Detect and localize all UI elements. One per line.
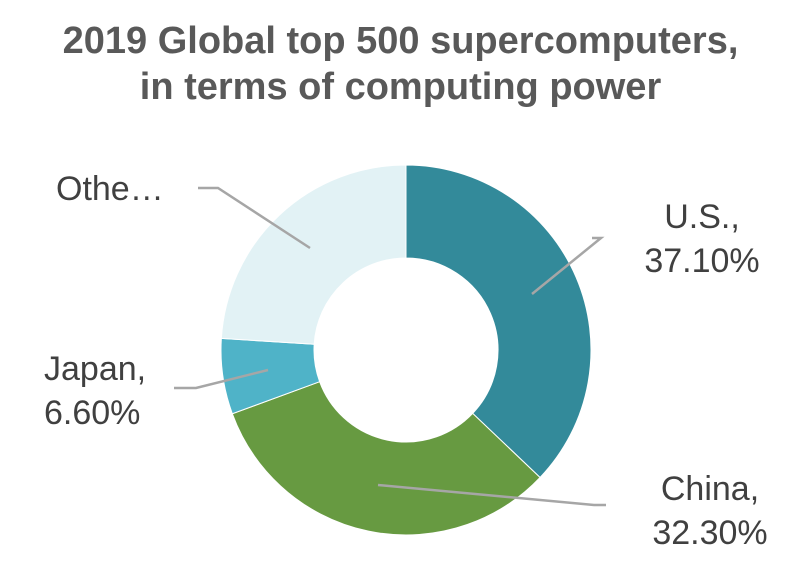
slice-u-s- [405,164,592,479]
label-u-s--line-2: 37.10% [644,242,759,280]
slice-china [231,381,541,536]
leader-line-china [377,483,606,507]
label-china-line-2: 32.30% [652,514,767,552]
slice-labels: U.S., 37.10% China, 32.30% Japan, 6.60% Othe… [44,170,768,552]
chart-title-line-2: in terms of computing power [139,66,662,108]
label-japan-line-1: Japan, [44,350,146,388]
label-other-line-1: Othe… [56,170,164,208]
leader-line-japan [174,368,269,390]
label-china: China, 32.30% [652,470,767,552]
slice-other [220,164,407,345]
leader-lines [174,186,606,507]
chart-title: 2019 Global top 500 supercomputers, in t… [0,18,801,110]
label-u-s-: U.S., 37.10% [644,198,759,280]
donut-slices [220,164,592,536]
label-u-s--line-1: U.S., [664,198,740,236]
leader-line-other [198,186,311,250]
label-japan: Japan, 6.60% [44,350,146,432]
label-japan-line-2: 6.60% [44,394,140,432]
label-other: Othe… [56,170,164,208]
label-china-line-1: China, [661,470,759,508]
chart-title-line-1: 2019 Global top 500 supercomputers, [62,20,739,62]
leader-line-u-s- [531,236,605,295]
